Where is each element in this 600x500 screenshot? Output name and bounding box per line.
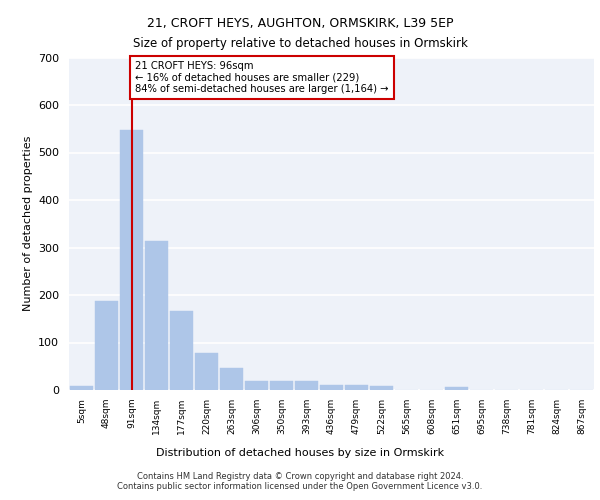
Text: Contains HM Land Registry data © Crown copyright and database right 2024.: Contains HM Land Registry data © Crown c… [137,472,463,481]
Bar [220,368,243,390]
Text: 21 CROFT HEYS: 96sqm
← 16% of detached houses are smaller (229)
84% of semi-deta: 21 CROFT HEYS: 96sqm ← 16% of detached h… [135,61,389,94]
Bar [320,385,343,390]
Text: Distribution of detached houses by size in Ormskirk: Distribution of detached houses by size … [156,448,444,458]
Bar [120,130,143,390]
Bar [345,385,368,390]
Bar [70,386,93,390]
Bar [145,241,168,390]
Text: 21, CROFT HEYS, AUGHTON, ORMSKIRK, L39 5EP: 21, CROFT HEYS, AUGHTON, ORMSKIRK, L39 5… [147,18,453,30]
Bar [170,310,193,390]
Y-axis label: Number of detached properties: Number of detached properties [23,136,32,312]
Text: Size of property relative to detached houses in Ormskirk: Size of property relative to detached ho… [133,38,467,51]
Bar [370,386,393,390]
Bar [295,382,318,390]
Bar [245,380,268,390]
Bar [270,380,293,390]
Bar [95,301,118,390]
Bar [445,387,468,390]
Text: Contains public sector information licensed under the Open Government Licence v3: Contains public sector information licen… [118,482,482,491]
Bar [195,353,218,390]
